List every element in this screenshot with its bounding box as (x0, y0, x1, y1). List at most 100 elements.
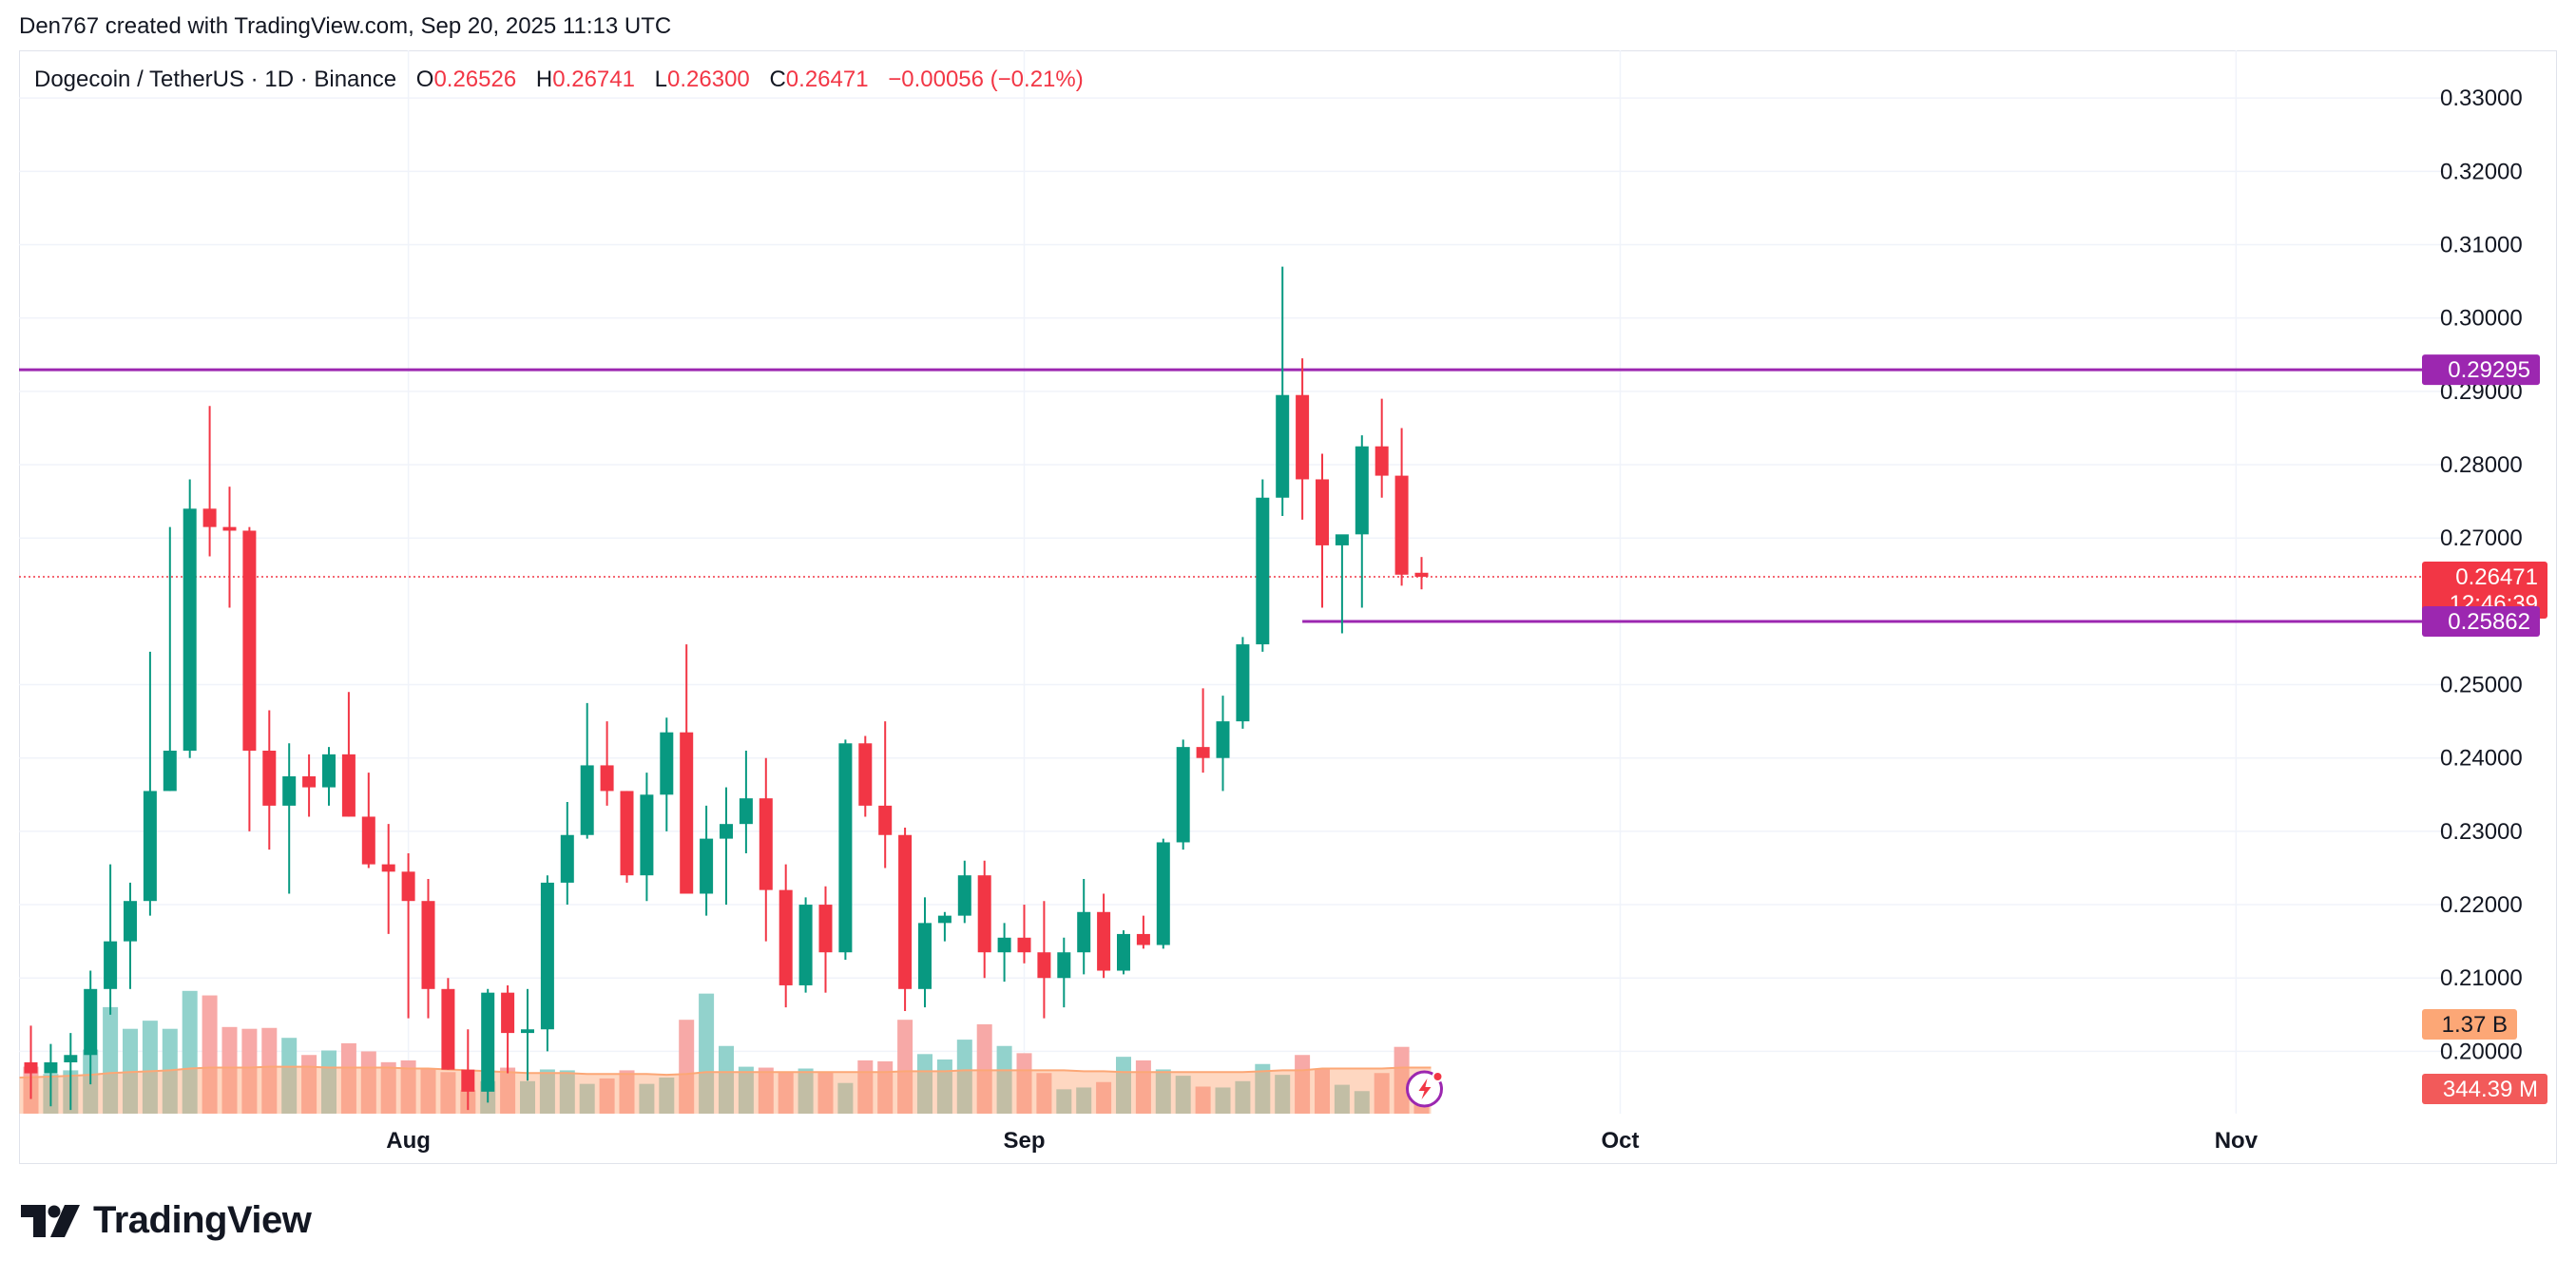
candle-body (977, 875, 991, 953)
chart-frame (19, 50, 2557, 1164)
volume-ma-area (19, 1066, 1432, 1114)
candle-body (1136, 933, 1150, 945)
volume-bar (936, 1059, 952, 1114)
x-tick-label: Sep (1003, 1128, 1045, 1154)
candle-body (282, 776, 297, 806)
candle-body (521, 1029, 534, 1034)
svg-text:1.37 B: 1.37 B (2442, 1012, 2508, 1038)
candle-body (660, 732, 674, 795)
volume-tag: 344.39 M (2422, 1074, 2547, 1104)
candle-body (124, 901, 137, 942)
high-label: H (535, 67, 553, 92)
candle-body (44, 1061, 58, 1074)
y-tick-label: 0.30000 (2440, 306, 2523, 332)
volume-bar (1315, 1068, 1330, 1114)
svg-text:0.29295: 0.29295 (2448, 357, 2530, 383)
volume-bar (817, 1072, 834, 1114)
ohlc-legend: Dogecoin / TetherUS · 1D · Binance O 0.26… (34, 67, 1084, 93)
candle-body (1077, 911, 1091, 953)
candle-body (1196, 747, 1210, 758)
high-value: 0.26741 (552, 67, 635, 92)
candle-body (401, 871, 415, 902)
svg-text:0.25862: 0.25862 (2448, 609, 2530, 635)
candle-body (600, 765, 614, 792)
candle-body (1335, 534, 1349, 545)
volume-bar (1116, 1057, 1131, 1114)
volume-bar (679, 1020, 695, 1114)
candle-body (878, 805, 893, 835)
candle-body (580, 765, 594, 835)
y-tick-label: 0.22000 (2440, 892, 2523, 918)
volume-bar (1215, 1087, 1231, 1114)
volume-bar (400, 1059, 416, 1114)
volume-bar (619, 1070, 635, 1114)
candle-body (818, 905, 833, 953)
x-tick-label: Nov (2215, 1128, 2259, 1154)
candle-body (720, 824, 733, 839)
volume-bar (182, 990, 198, 1114)
volume-bar (699, 993, 715, 1114)
candle-body (1037, 952, 1051, 979)
change-value: −0.00056 (−0.21%) (888, 67, 1084, 92)
volume-bar (996, 1045, 1012, 1114)
volume-bar (956, 1040, 972, 1114)
y-tick-label: 0.24000 (2440, 746, 2523, 772)
volume-bar (420, 1068, 436, 1114)
candle-body (421, 901, 435, 989)
candle-body (700, 838, 714, 894)
volume-bar (1334, 1084, 1350, 1114)
candle-body (1057, 952, 1071, 979)
tradingview-logo[interactable]: TradingView (21, 1199, 312, 1242)
volume-bar (1096, 1081, 1112, 1114)
volume-bar (301, 1055, 317, 1114)
volume-bar (719, 1045, 734, 1114)
candle-body (501, 992, 515, 1034)
volume-bar (1255, 1063, 1271, 1114)
y-tick-label: 0.31000 (2440, 233, 2523, 258)
candle-body (361, 816, 375, 865)
candle-body (24, 1061, 38, 1074)
candle-body (1017, 937, 1031, 953)
volume-bar (1056, 1089, 1072, 1114)
candle-body (143, 791, 157, 902)
candle-body (1097, 911, 1111, 971)
volume-bar (758, 1067, 774, 1114)
y-tick-label: 0.20000 (2440, 1039, 2523, 1064)
volume-bar (241, 1028, 258, 1114)
candle-body (441, 988, 455, 1070)
volume-bar (1155, 1069, 1171, 1114)
chart-credit: Den767 created with TradingView.com, Sep… (19, 13, 672, 39)
candle-body (1117, 933, 1130, 971)
candle-body (560, 834, 574, 883)
volume-bar (1354, 1091, 1370, 1114)
symbol-title[interactable]: Dogecoin / TetherUS · 1D · Binance (34, 67, 397, 92)
low-value: 0.26300 (667, 67, 750, 92)
y-tick-label: 0.32000 (2440, 159, 2523, 184)
candle-body (322, 754, 336, 788)
volume-bar (1195, 1086, 1211, 1114)
open-label: O (415, 67, 434, 92)
candle-body (997, 937, 1011, 953)
lightning-icon[interactable] (1406, 1070, 1444, 1108)
candle-body (1316, 479, 1329, 545)
volume-bar (500, 1067, 516, 1114)
volume-ma-tag: 1.37 B (2422, 1009, 2517, 1040)
tradingview-logo-icon (21, 1204, 80, 1237)
candle-body (1156, 842, 1170, 945)
y-tick-label: 0.21000 (2440, 965, 2523, 991)
y-tick-label: 0.25000 (2440, 673, 2523, 698)
candle-body (262, 750, 277, 806)
candle-body (202, 508, 217, 527)
candle-body (1176, 747, 1190, 843)
volume-bar (877, 1060, 894, 1114)
volume-bar (321, 1050, 336, 1114)
candle-body (461, 1069, 475, 1092)
volume-bar (1235, 1080, 1251, 1114)
volume-bar (221, 1026, 238, 1114)
volume-bar (281, 1038, 298, 1114)
candle-body (680, 732, 694, 894)
candle-body (84, 988, 98, 1056)
candle-body (341, 754, 356, 817)
